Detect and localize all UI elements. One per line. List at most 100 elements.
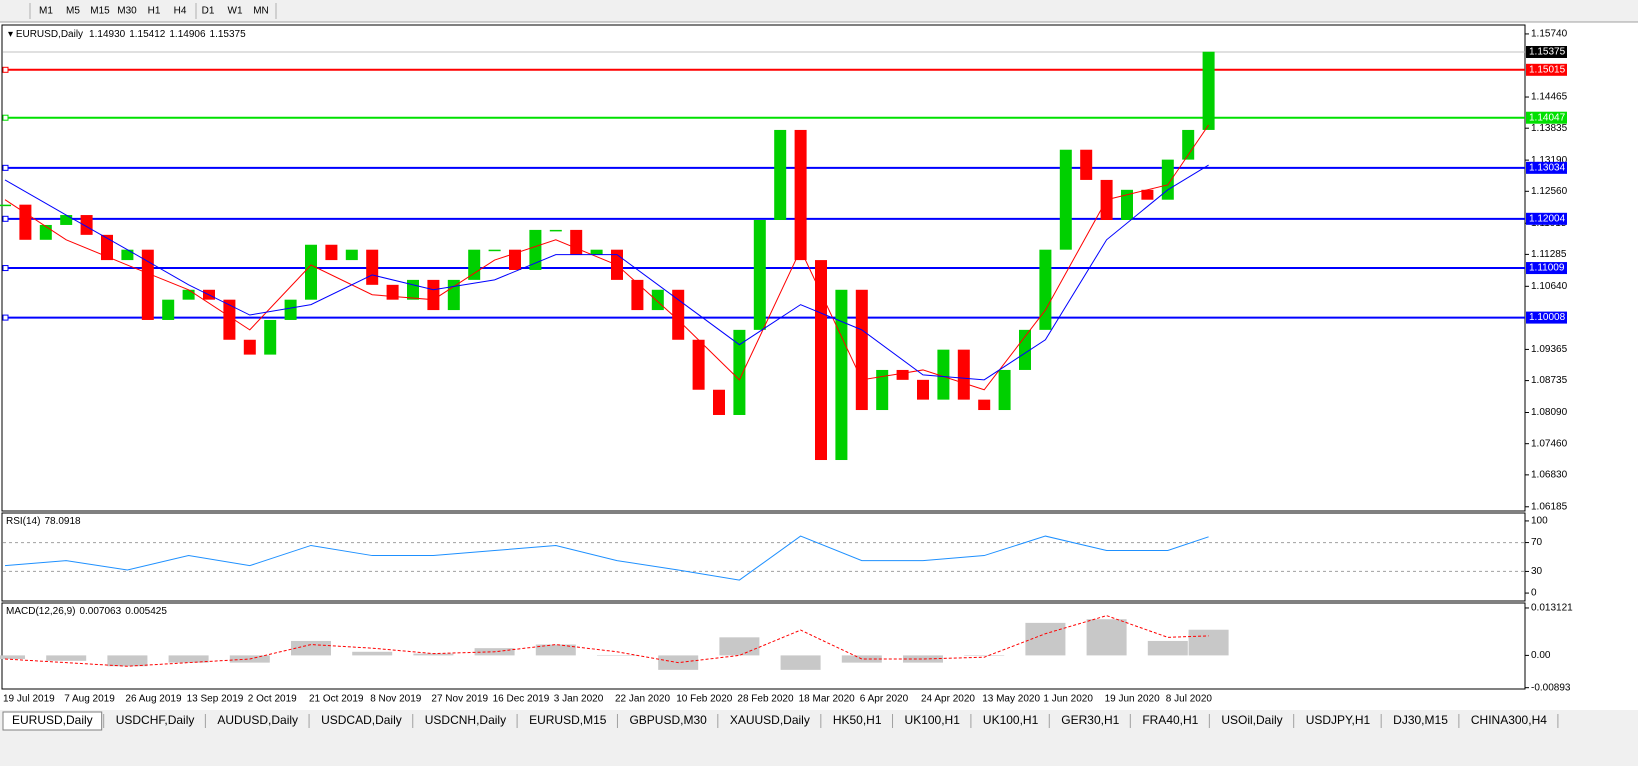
chart-tab[interactable] xyxy=(1461,712,1556,730)
x-tick-label: 21 Oct 2019 xyxy=(309,694,364,705)
candle xyxy=(427,279,440,311)
level-handle xyxy=(2,314,9,321)
last-price-box xyxy=(1526,45,1567,58)
timeframe-button[interactable]: W1 xyxy=(228,6,243,17)
chart-tab-label[interactable]: AUDUSD,Daily xyxy=(217,713,298,727)
x-tick-label: 27 Nov 2019 xyxy=(431,694,488,705)
timeframe-button[interactable]: MN xyxy=(253,6,269,17)
chart-tab[interactable] xyxy=(520,712,616,730)
chart-tab[interactable] xyxy=(415,712,516,730)
timeframe-button[interactable]: D1 xyxy=(202,6,215,17)
chart-tab[interactable] xyxy=(895,712,969,730)
chart-tab-label[interactable]: FRA40,H1 xyxy=(1142,713,1198,727)
chart-tab-label[interactable]: EURUSD,M15 xyxy=(529,713,607,727)
macd-bar xyxy=(903,655,943,663)
candle xyxy=(794,129,807,261)
chart-tab[interactable] xyxy=(720,712,819,730)
chart-tab-label[interactable]: XAUUSD,Daily xyxy=(730,713,810,727)
candle xyxy=(549,229,562,232)
y-tick-label: 1.13190 xyxy=(1531,155,1568,166)
candle xyxy=(1182,129,1195,160)
chart-tab-label[interactable]: GBPUSD,M30 xyxy=(629,713,707,727)
macd-header: MACD(12,26,9) 0.007063 0.005425 xyxy=(6,606,167,617)
macd-bar xyxy=(107,655,148,667)
y-tick-label: -0.00893 xyxy=(1531,682,1571,693)
chart-tab[interactable] xyxy=(823,712,891,730)
y-tick-label: 0.00 xyxy=(1531,650,1551,661)
candle xyxy=(39,224,52,240)
y-tick-label: 1.07460 xyxy=(1531,438,1568,449)
candle xyxy=(651,289,664,311)
candle xyxy=(753,220,766,330)
candle xyxy=(876,369,889,411)
chart-tab-label[interactable]: UK100,H1 xyxy=(905,713,961,727)
y-tick-label: 70 xyxy=(1531,537,1543,548)
chart-tab-label[interactable]: EURUSD,Daily xyxy=(12,713,93,727)
candle xyxy=(998,369,1011,411)
chart-tab[interactable] xyxy=(2,711,103,731)
chart-tab[interactable] xyxy=(973,712,1048,730)
timeframe-button[interactable]: H4 xyxy=(174,6,187,17)
timeframe-button[interactable]: M1 xyxy=(39,6,53,17)
x-tick-label: 3 Jan 2020 xyxy=(554,694,604,705)
x-tick-label: 22 Jan 2020 xyxy=(615,694,670,705)
y-tick-label: 1.06830 xyxy=(1531,470,1568,481)
last-price-label: 1.15375 xyxy=(1529,47,1566,58)
timeframe-button[interactable]: M30 xyxy=(117,6,137,17)
candle xyxy=(1121,189,1133,221)
candle xyxy=(488,249,501,252)
x-tick-label: 2 Oct 2019 xyxy=(248,694,297,705)
level-label-box xyxy=(1526,111,1567,124)
candle xyxy=(631,279,644,311)
x-tick-label: 13 Sep 2019 xyxy=(187,694,244,705)
y-tick-label: 1.10640 xyxy=(1531,281,1568,292)
chart-tab[interactable] xyxy=(1133,712,1208,730)
x-tick-label: 16 Dec 2019 xyxy=(493,694,550,705)
chart-tab-label[interactable]: GER30,H1 xyxy=(1061,713,1119,727)
chart-tab-label[interactable]: USDCNH,Daily xyxy=(425,713,506,727)
macd-bar xyxy=(291,640,331,656)
symbol-title: EURUSD,Daily xyxy=(16,29,83,40)
chart-tab-label[interactable]: CHINA300,H4 xyxy=(1471,713,1547,727)
x-tick-label: 8 Nov 2019 xyxy=(370,694,422,705)
chart-tab[interactable] xyxy=(1052,712,1129,730)
y-tick-label: 1.13835 xyxy=(1531,123,1568,134)
chart-tab-label[interactable]: USDJPY,H1 xyxy=(1306,713,1371,727)
chart-tab[interactable] xyxy=(208,712,308,730)
chart-tab[interactable] xyxy=(1296,712,1380,730)
candle xyxy=(978,399,991,411)
candle xyxy=(1161,159,1174,200)
chart-tab[interactable] xyxy=(1212,712,1292,730)
chart-tab[interactable] xyxy=(312,712,411,730)
level-label-box xyxy=(1526,161,1567,174)
chart-tab-label[interactable]: USDCAD,Daily xyxy=(321,713,402,727)
chart-tab[interactable] xyxy=(620,712,716,730)
candle xyxy=(733,329,746,415)
chart-tab-label[interactable]: HK50,H1 xyxy=(833,713,882,727)
chart-tab-label[interactable]: DJ30,M15 xyxy=(1393,713,1448,727)
chart-tab[interactable] xyxy=(1384,712,1457,730)
toolbar xyxy=(0,0,1638,22)
y-tick-label: 1.08090 xyxy=(1531,407,1568,418)
candle xyxy=(0,204,11,207)
chart-tab[interactable] xyxy=(106,712,204,730)
timeframe-button[interactable]: M5 xyxy=(66,6,80,17)
rsi-title: RSI(14) xyxy=(6,516,40,527)
chart-tab-label[interactable]: UK100,H1 xyxy=(983,713,1039,727)
timeframe-button[interactable]: H1 xyxy=(148,6,161,17)
macd-bar xyxy=(719,637,760,656)
macd-title: MACD(12,26,9) xyxy=(6,606,75,617)
moving-average xyxy=(4,124,1210,391)
level-label: 1.15015 xyxy=(1529,64,1566,75)
x-tick-label: 7 Aug 2019 xyxy=(64,694,115,705)
macd-bar xyxy=(352,651,393,656)
chart-tab-label[interactable]: USDCHF,Daily xyxy=(116,713,195,727)
candle xyxy=(672,289,685,340)
chart-tab-label[interactable]: USOil,Daily xyxy=(1221,713,1282,727)
timeframe-button[interactable]: M15 xyxy=(90,6,110,17)
macd-bar xyxy=(535,644,576,656)
candle xyxy=(713,389,725,415)
ohlc: 1.15375 xyxy=(210,29,247,40)
y-tick-label: 1.09365 xyxy=(1531,344,1568,355)
